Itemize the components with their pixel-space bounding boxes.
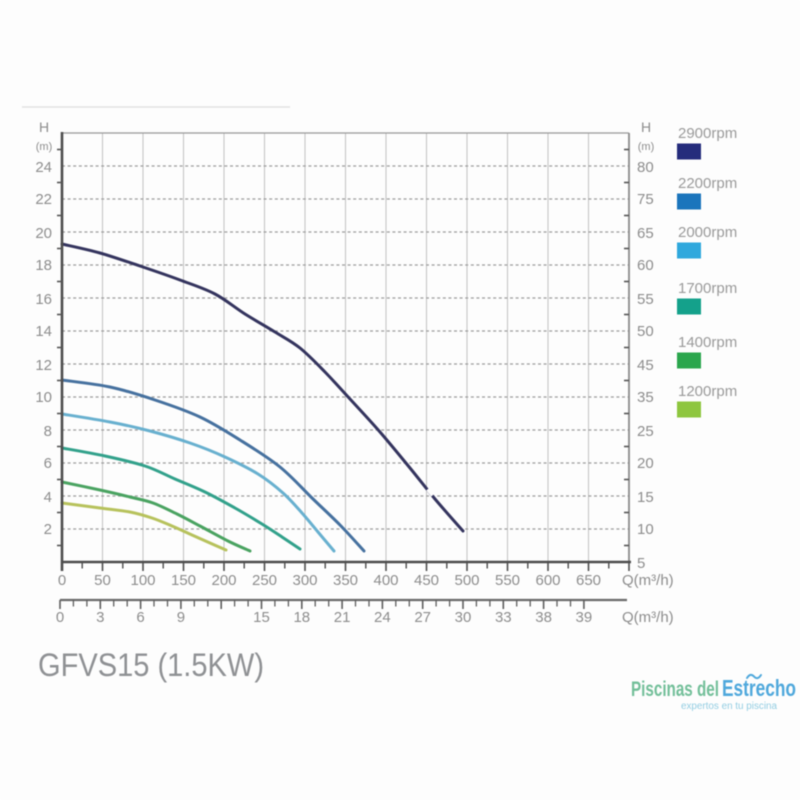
svg-text:0: 0 [58,572,66,589]
svg-text:4: 4 [44,489,52,506]
svg-text:expertos en tu piscina: expertos en tu piscina [681,701,777,712]
svg-text:39: 39 [576,609,593,626]
svg-text:GFVS15 (1.5KW): GFVS15 (1.5KW) [38,647,264,683]
svg-text:16: 16 [35,291,52,308]
svg-text:(m): (m) [638,141,655,153]
svg-text:1200rpm: 1200rpm [678,383,737,400]
svg-text:Q(m³/h): Q(m³/h) [622,572,674,589]
svg-text:24: 24 [35,159,52,176]
svg-text:450: 450 [414,572,439,589]
svg-text:150: 150 [171,572,196,589]
svg-text:1400rpm: 1400rpm [678,334,737,351]
svg-text:Estrecho: Estrecho [722,675,796,701]
svg-text:650: 650 [576,572,601,589]
svg-text:(m): (m) [36,141,53,153]
svg-text:10: 10 [35,389,52,406]
svg-text:550: 550 [495,572,520,589]
svg-text:8: 8 [44,423,52,440]
svg-text:6: 6 [136,609,144,626]
svg-text:9: 9 [177,609,185,626]
svg-text:100: 100 [130,572,155,589]
svg-text:38: 38 [535,609,552,626]
svg-text:24: 24 [374,609,391,626]
svg-text:18: 18 [35,257,52,274]
svg-text:H: H [39,119,49,135]
svg-text:2000rpm: 2000rpm [678,224,737,241]
svg-text:Piscinas del: Piscinas del [631,678,719,701]
svg-text:55: 55 [637,291,654,308]
svg-text:10: 10 [637,521,654,538]
svg-text:20: 20 [35,225,52,242]
svg-text:80: 80 [637,159,654,176]
svg-text:1700rpm: 1700rpm [678,280,737,297]
svg-text:15: 15 [637,489,654,506]
svg-text:50: 50 [94,572,111,589]
svg-text:65: 65 [637,225,654,242]
svg-text:2900rpm: 2900rpm [678,125,737,142]
svg-text:500: 500 [454,572,479,589]
svg-text:200: 200 [211,572,236,589]
svg-text:5: 5 [637,555,645,572]
svg-text:300: 300 [292,572,317,589]
svg-text:25: 25 [637,423,654,440]
svg-text:250: 250 [252,572,277,589]
svg-text:Q(m³/h): Q(m³/h) [622,609,674,626]
svg-text:27: 27 [414,609,431,626]
svg-text:30: 30 [455,609,472,626]
svg-text:400: 400 [373,572,398,589]
svg-text:6: 6 [44,455,52,472]
svg-text:35: 35 [637,389,654,406]
svg-text:15: 15 [253,609,270,626]
svg-text:0: 0 [56,609,64,626]
svg-text:20: 20 [637,455,654,472]
svg-text:14: 14 [35,323,52,340]
svg-text:22: 22 [35,191,52,208]
svg-text:12: 12 [35,357,52,374]
svg-text:60: 60 [637,257,654,274]
svg-text:2: 2 [44,521,52,538]
svg-text:3: 3 [96,609,104,626]
svg-text:H: H [641,119,651,135]
svg-text:600: 600 [535,572,560,589]
svg-text:18: 18 [293,609,310,626]
svg-text:33: 33 [495,609,512,626]
svg-text:50: 50 [637,323,654,340]
svg-text:21: 21 [334,609,351,626]
svg-text:75: 75 [637,191,654,208]
svg-text:2200rpm: 2200rpm [678,175,737,192]
svg-text:45: 45 [637,357,654,374]
svg-text:350: 350 [333,572,358,589]
